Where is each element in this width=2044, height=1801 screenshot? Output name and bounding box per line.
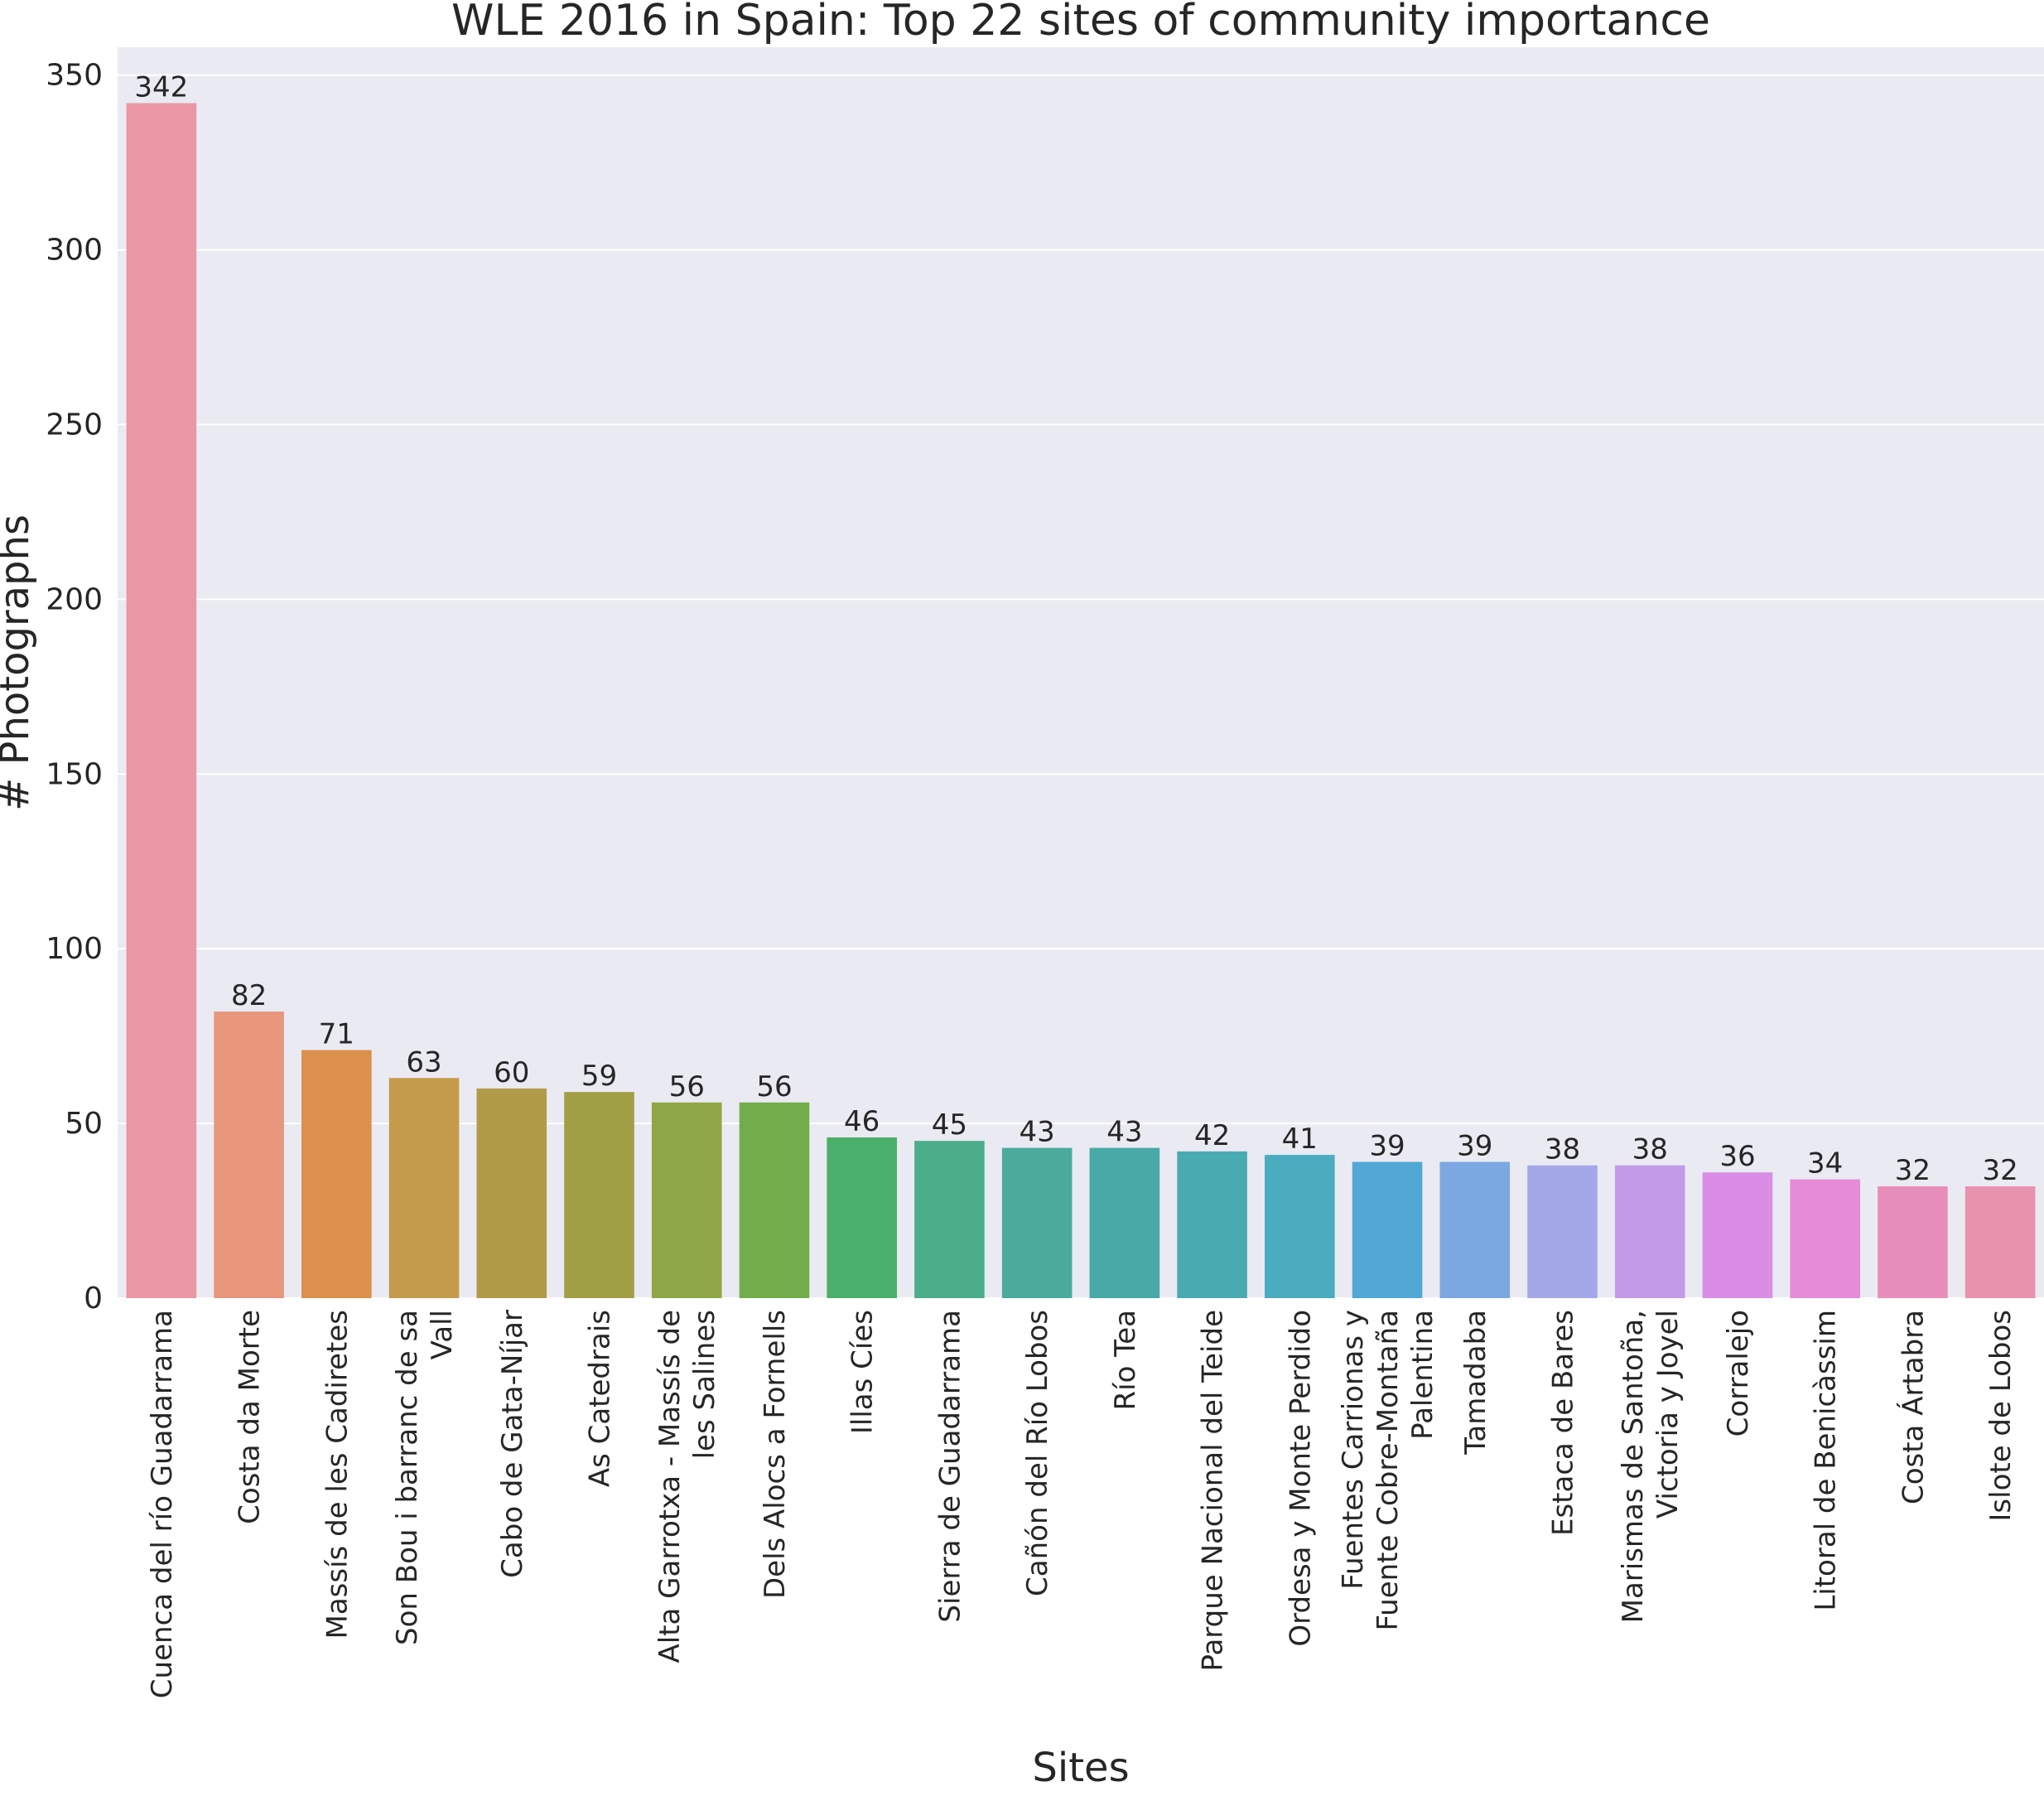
bar — [1527, 1165, 1598, 1298]
bar-value-label: 56 — [669, 1070, 705, 1103]
bar-value-label: 342 — [134, 70, 188, 104]
x-tick-label: Fuentes Carrionas yFuente Cobre-MontañaP… — [1337, 1310, 1439, 1631]
bar-value-label: 39 — [1457, 1130, 1492, 1163]
bar-value-label: 59 — [581, 1060, 617, 1093]
x-tick-label: Illas Cíes — [846, 1310, 880, 1434]
bar-value-label: 32 — [1983, 1154, 2018, 1187]
bar-value-label: 46 — [844, 1105, 880, 1138]
bar — [388, 1078, 460, 1298]
y-tick-label: 300 — [46, 234, 103, 268]
y-tick-label: 0 — [84, 1282, 103, 1316]
x-tick-label: Dels Alocs a Fornells — [759, 1310, 792, 1599]
bar-value-label: 60 — [494, 1056, 529, 1089]
x-tick-label: Massís de les Cadiretes — [321, 1310, 354, 1639]
bar-value-label: 39 — [1369, 1130, 1405, 1163]
x-tick-label: Cañón del Río Lobos — [1021, 1310, 1054, 1596]
x-tick-label: Estaca de Bares — [1547, 1310, 1580, 1536]
bar — [1614, 1165, 1685, 1298]
bar — [214, 1012, 284, 1298]
y-axis-label: # Photographs — [0, 514, 38, 811]
x-tick-label: Son Bou i barranc de saVall — [391, 1310, 459, 1645]
x-tick-label: Parque Nacional del Teide — [1197, 1310, 1230, 1672]
bars — [126, 103, 2036, 1298]
bar-value-label: 36 — [1719, 1140, 1755, 1173]
bar — [301, 1050, 372, 1298]
x-tick-label: As Catedrais — [584, 1310, 617, 1487]
bar — [1001, 1147, 1073, 1298]
y-tick-label: 150 — [46, 757, 103, 791]
bar — [1089, 1147, 1160, 1298]
x-tick-label: Cuenca del río Guadarrama — [146, 1310, 179, 1698]
x-tick-label: Corralejo — [1722, 1310, 1755, 1436]
bar-value-label: 41 — [1282, 1123, 1318, 1156]
y-tick-label: 50 — [65, 1107, 103, 1141]
bar-value-label: 63 — [406, 1045, 441, 1079]
x-tick-label: Sierra de Guadarrama — [933, 1310, 967, 1623]
bar-value-label: 32 — [1895, 1154, 1931, 1187]
bar — [1439, 1161, 1511, 1298]
x-tick-label: Costa da Morte — [234, 1310, 267, 1524]
bar-value-label: 42 — [1194, 1119, 1230, 1152]
bar — [651, 1102, 722, 1298]
bar-value-label: 43 — [1106, 1116, 1142, 1149]
bar — [1878, 1186, 1948, 1298]
bar-value-label: 82 — [231, 979, 267, 1012]
bar — [739, 1102, 810, 1298]
bar — [1964, 1186, 2036, 1298]
x-tick-label: Litoral de Benicàssim — [1810, 1310, 1843, 1611]
bar — [126, 103, 197, 1298]
y-tick-label: 250 — [46, 408, 103, 442]
bar-value-label: 38 — [1632, 1133, 1668, 1166]
bar — [1352, 1161, 1423, 1298]
x-tick-label: Islote de Lobos — [1984, 1310, 2017, 1522]
y-tick-label: 200 — [46, 582, 103, 616]
bar-value-label: 34 — [1807, 1147, 1843, 1181]
x-tick-label: Tamadaba — [1459, 1310, 1492, 1456]
bar-value-label: 43 — [1020, 1116, 1055, 1149]
bar-value-label: 45 — [932, 1108, 967, 1142]
bar — [1265, 1155, 1335, 1298]
chart-title: WLE 2016 in Spain: Top 22 sites of commu… — [451, 0, 1710, 46]
x-tick-label: Ordesa y Monte Perdido — [1284, 1310, 1317, 1647]
bar-labels: 342 82 71 63 60 59 56 56 46 45 43 43 42 41 39 39 38 38 36 3… — [134, 70, 2017, 1187]
bar — [827, 1137, 897, 1298]
x-tick-label: Marismas de Santoña,Victoria y Joyel — [1617, 1310, 1685, 1623]
y-axis-ticks: 0 50 100 150 200 250 300 350 — [46, 59, 103, 1316]
bar — [1177, 1151, 1247, 1298]
x-axis-ticks: Cuenca del río Guadarrama Costa da Morte M… — [146, 1310, 2017, 1698]
y-tick-label: 350 — [46, 59, 103, 93]
x-tick-label: Río Tea — [1109, 1310, 1142, 1410]
bar-value-label: 71 — [319, 1018, 354, 1051]
x-tick-label: Alta Garrotxa - Massís deles Salines — [653, 1310, 721, 1663]
x-tick-label: Cabo de Gata-Níjar — [496, 1310, 529, 1578]
bar-value-label: 56 — [756, 1070, 792, 1103]
bar — [564, 1092, 634, 1298]
x-tick-label: Costa Ártabra — [1896, 1310, 1930, 1504]
bar — [1790, 1179, 1860, 1298]
bar — [914, 1141, 985, 1298]
bar-value-label: 38 — [1545, 1133, 1580, 1166]
bar — [1702, 1172, 1773, 1298]
bar — [476, 1088, 547, 1298]
x-axis-label: Sites — [1032, 1745, 1129, 1791]
y-tick-label: 100 — [46, 932, 103, 966]
